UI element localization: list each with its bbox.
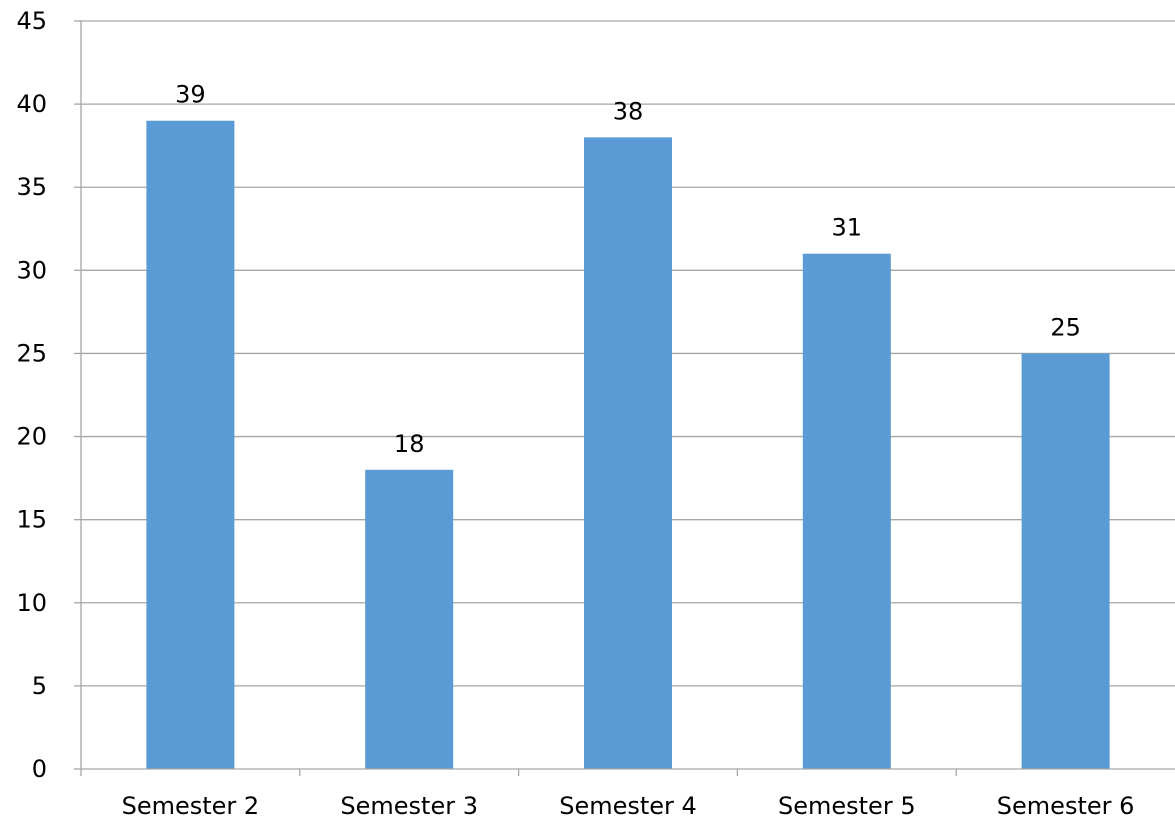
y-tick-label: 40 <box>16 90 47 118</box>
bar <box>584 137 672 769</box>
bar <box>365 469 454 769</box>
y-tick-label: 35 <box>16 173 47 201</box>
x-category-label: Semester 4 <box>559 792 697 820</box>
x-category-label: Semester 6 <box>997 792 1135 820</box>
data-label: 38 <box>613 97 644 125</box>
data-label: 18 <box>394 430 425 458</box>
x-category-label: Semester 5 <box>778 792 916 820</box>
data-label: 31 <box>832 214 863 242</box>
y-tick-label: 30 <box>16 256 47 284</box>
y-tick-label: 10 <box>16 589 47 617</box>
bar <box>802 253 891 769</box>
x-category-label: Semester 2 <box>122 792 260 820</box>
y-tick-label: 15 <box>16 506 47 534</box>
x-category-label: Semester 3 <box>340 792 478 820</box>
y-tick-label: 45 <box>16 7 47 35</box>
y-tick-label: 5 <box>32 672 47 700</box>
y-tick-label: 0 <box>32 755 47 783</box>
data-label: 25 <box>1050 313 1081 341</box>
bar <box>146 120 235 769</box>
y-tick-label: 25 <box>16 339 47 367</box>
bar <box>1021 353 1110 769</box>
y-tick-label: 20 <box>16 423 47 451</box>
data-label: 39 <box>175 81 206 109</box>
